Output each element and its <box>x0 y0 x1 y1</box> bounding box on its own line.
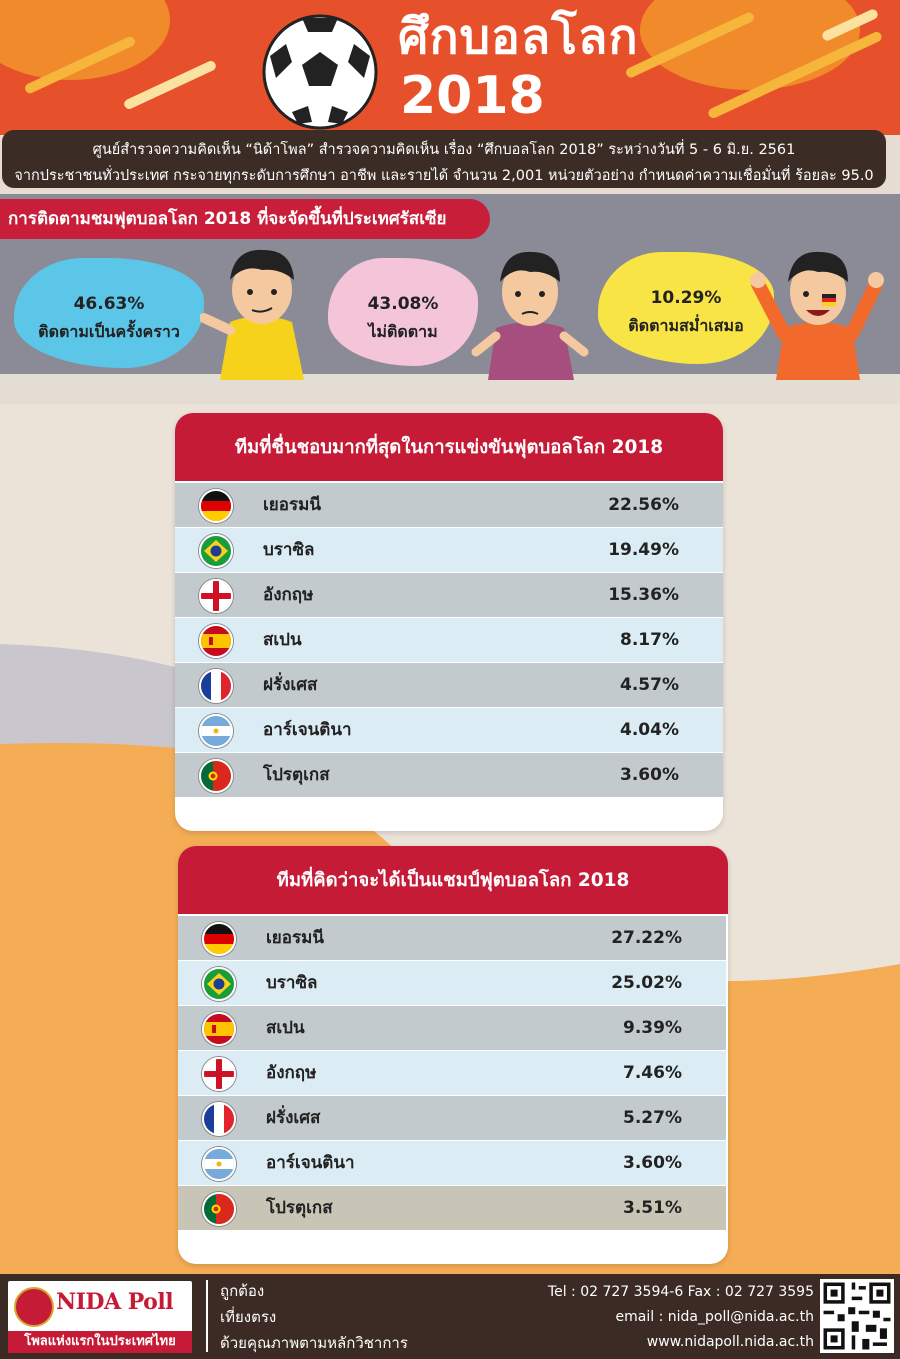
favorite-row: อาร์เจนตินา 4.04% <box>175 708 723 752</box>
follow-regular-bubble: 10.29% ติดตามสม่ำเสมอ <box>598 252 774 364</box>
follow-occasional-value: 46.63% <box>73 294 145 314</box>
champion-team-name: เยอรมนี <box>266 928 324 948</box>
portugal-flag-icon <box>202 1192 236 1226</box>
favorite-team-percentage: 4.57% <box>620 675 679 695</box>
champion-prediction-card-title: ทีมที่คิดว่าจะได้เป็นแชมป์ฟุตบอลโลก 2018 <box>178 846 728 914</box>
contact-email[interactable]: email : nida_poll@nida.ac.th <box>615 1309 814 1325</box>
favorite-team-name: อังกฤษ <box>263 585 314 605</box>
champion-team-percentage: 3.51% <box>623 1198 682 1218</box>
champion-team-name: โปรตุเกส <box>266 1198 333 1218</box>
champion-team-percentage: 3.60% <box>623 1153 682 1173</box>
follow-regular-label: ติดตามสม่ำเสมอ <box>628 316 744 335</box>
favorite-row: ฝรั่งเศส 4.57% <box>175 663 723 707</box>
champion-team-percentage: 5.27% <box>623 1108 682 1128</box>
champion-row: อาร์เจนตินา 3.60% <box>178 1141 726 1185</box>
england-flag-icon <box>199 579 233 613</box>
contact-phone: Tel : 02 727 3594-6 Fax : 02 727 3595 <box>547 1284 814 1300</box>
favorite-row: อังกฤษ 15.36% <box>175 573 723 617</box>
follow-regular-value: 10.29% <box>650 288 722 308</box>
footer-divider <box>206 1280 208 1352</box>
germany-flag-icon <box>199 489 233 523</box>
person-purple-shirt-illustration <box>471 251 589 380</box>
champion-team-name: อาร์เจนตินา <box>266 1153 355 1173</box>
champion-team-name: ฝรั่งเศส <box>266 1108 321 1128</box>
follow-none-label: ไม่ติดตาม <box>368 322 438 341</box>
champion-row: ฝรั่งเศส 5.27% <box>178 1096 726 1140</box>
follow-occasional-bubble: 46.63% ติดตามเป็นครั้งคราว <box>14 258 204 368</box>
champion-prediction-card: ทีมที่คิดว่าจะได้เป็นแชมป์ฟุตบอลโลก 2018… <box>178 846 728 1264</box>
footer-slogan: ถูกต้อง เที่ยงตรง ด้วยคุณภาพตามหลักวิชาก… <box>220 1278 408 1356</box>
spain-flag-icon <box>202 1012 236 1046</box>
champion-row: อังกฤษ 7.46% <box>178 1051 726 1095</box>
nida-seal-icon <box>14 1287 54 1327</box>
title-line-2: 2018 <box>400 66 545 126</box>
favorite-team-percentage: 8.17% <box>620 630 679 650</box>
champion-row: โปรตุเกส 3.51% <box>178 1186 726 1230</box>
favorite-team-name: โปรตุเกส <box>263 765 330 785</box>
champion-team-name: สเปน <box>266 1018 305 1038</box>
favorite-team-card: ทีมที่ชื่นชอบมากที่สุดในการแข่งขันฟุตบอล… <box>175 413 723 831</box>
england-flag-icon <box>202 1057 236 1091</box>
favorite-team-percentage: 22.56% <box>608 495 679 515</box>
champion-team-name: บราซิล <box>266 973 318 993</box>
germany-flag-icon <box>202 922 236 956</box>
follow-occasional-label: ติดตามเป็นครั้งคราว <box>38 322 180 341</box>
slogan-line-3: ด้วยคุณภาพตามหลักวิชาการ <box>220 1334 408 1352</box>
contact-website[interactable]: www.nidapoll.nida.ac.th <box>646 1334 814 1350</box>
favorite-team-name: บราซิล <box>263 540 315 560</box>
survey-info-line-1: ศูนย์สำรวจความคิดเห็น “นิด้าโพล” สำรวจคว… <box>92 142 796 158</box>
page-title: ศึกบอลโลก 2018 <box>398 8 639 126</box>
slogan-line-2: เที่ยงตรง <box>220 1308 277 1326</box>
favorite-row: สเปน 8.17% <box>175 618 723 662</box>
favorite-team-name: อาร์เจนตินา <box>263 720 352 740</box>
portugal-flag-icon <box>199 759 233 793</box>
title-line-1: ศึกบอลโลก <box>398 9 639 65</box>
favorite-team-name: ฝรั่งเศส <box>263 675 318 695</box>
survey-info-line-2: จากประชาชนทั่วประเทศ กระจายทุกระดับการศึ… <box>14 168 874 184</box>
favorite-team-percentage: 19.49% <box>608 540 679 560</box>
spain-flag-icon <box>199 624 233 658</box>
favorite-team-name: เยอรมนี <box>263 495 321 515</box>
favorite-team-card-title: ทีมที่ชื่นชอบมากที่สุดในการแข่งขันฟุตบอล… <box>175 413 723 481</box>
favorite-row: โปรตุเกส 3.60% <box>175 753 723 797</box>
champion-row: บราซิล 25.02% <box>178 961 726 1005</box>
soccer-ball-icon <box>262 14 378 130</box>
nida-poll-brand: NIDA Poll <box>56 1289 174 1315</box>
person-yellow-shirt-illustration <box>200 249 304 380</box>
qr-code-icon <box>820 1279 894 1353</box>
favorite-team-percentage: 4.04% <box>620 720 679 740</box>
favorite-team-percentage: 15.36% <box>608 585 679 605</box>
follow-section-title: การติดตามชมฟุตบอลโลก 2018 ที่จะจัดขึ้นที… <box>0 199 490 239</box>
follow-section-floor <box>0 374 900 406</box>
favorite-team-name: สเปน <box>263 630 302 650</box>
person-orange-shirt-illustration <box>750 251 884 380</box>
footer-contact: Tel : 02 727 3594-6 Fax : 02 727 3595 em… <box>480 1280 814 1355</box>
champion-row: สเปน 9.39% <box>178 1006 726 1050</box>
champion-row: เยอรมนี 27.22% <box>178 916 726 960</box>
champion-team-percentage: 25.02% <box>611 973 682 993</box>
brazil-flag-icon <box>202 967 236 1001</box>
favorite-row: บราซิล 19.49% <box>175 528 723 572</box>
slogan-line-1: ถูกต้อง <box>220 1282 265 1300</box>
argentina-flag-icon <box>202 1147 236 1181</box>
champion-team-percentage: 9.39% <box>623 1018 682 1038</box>
france-flag-icon <box>202 1102 236 1136</box>
favorite-row: เยอรมนี 22.56% <box>175 483 723 527</box>
nida-poll-logo: NIDA Poll โพลแห่งแรกในประเทศไทย <box>8 1281 192 1353</box>
nida-poll-tagline: โพลแห่งแรกในประเทศไทย <box>8 1331 192 1353</box>
favorite-team-percentage: 3.60% <box>620 765 679 785</box>
champion-team-name: อังกฤษ <box>266 1063 317 1083</box>
argentina-flag-icon <box>199 714 233 748</box>
france-flag-icon <box>199 669 233 703</box>
survey-info-bar: ศูนย์สำรวจความคิดเห็น “นิด้าโพล” สำรวจคว… <box>2 130 886 188</box>
champion-team-percentage: 7.46% <box>623 1063 682 1083</box>
header-banner <box>0 0 900 135</box>
brazil-flag-icon <box>199 534 233 568</box>
follow-none-bubble: 43.08% ไม่ติดตาม <box>328 258 478 366</box>
follow-none-value: 43.08% <box>367 294 439 314</box>
champion-team-percentage: 27.22% <box>611 928 682 948</box>
